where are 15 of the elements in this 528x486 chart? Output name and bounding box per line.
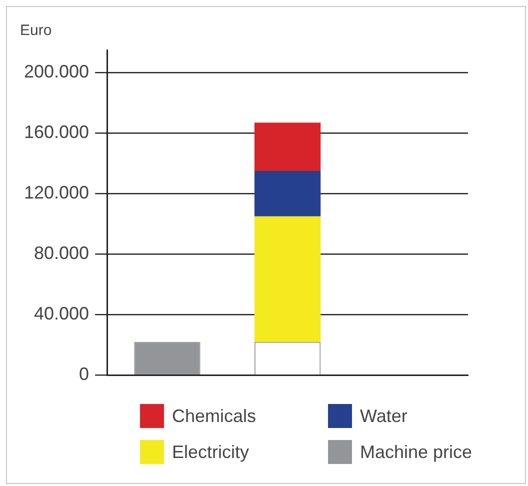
legend-label: Electricity	[172, 442, 250, 462]
legend-label: Water	[360, 406, 408, 426]
y-tick-label: 40.000	[34, 304, 90, 324]
bar	[254, 122, 321, 172]
y-tick-label: 160.000	[24, 122, 90, 142]
y-axis-title: Euro	[20, 22, 52, 39]
y-tick-label: 200.000	[24, 62, 90, 82]
bar	[254, 216, 321, 342]
bar	[254, 171, 321, 216]
legend-label: Machine price	[360, 442, 472, 462]
y-tick-label: 80.000	[34, 243, 90, 264]
y-tick-label: 0	[79, 364, 90, 384]
legend-label: Chemicals	[172, 406, 256, 426]
bar	[134, 342, 200, 375]
y-tick-label: 120.000	[24, 182, 90, 203]
